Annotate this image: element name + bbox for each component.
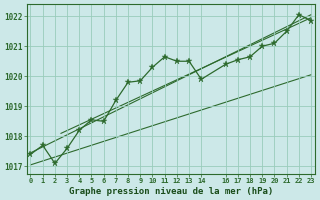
X-axis label: Graphe pression niveau de la mer (hPa): Graphe pression niveau de la mer (hPa) <box>69 187 273 196</box>
